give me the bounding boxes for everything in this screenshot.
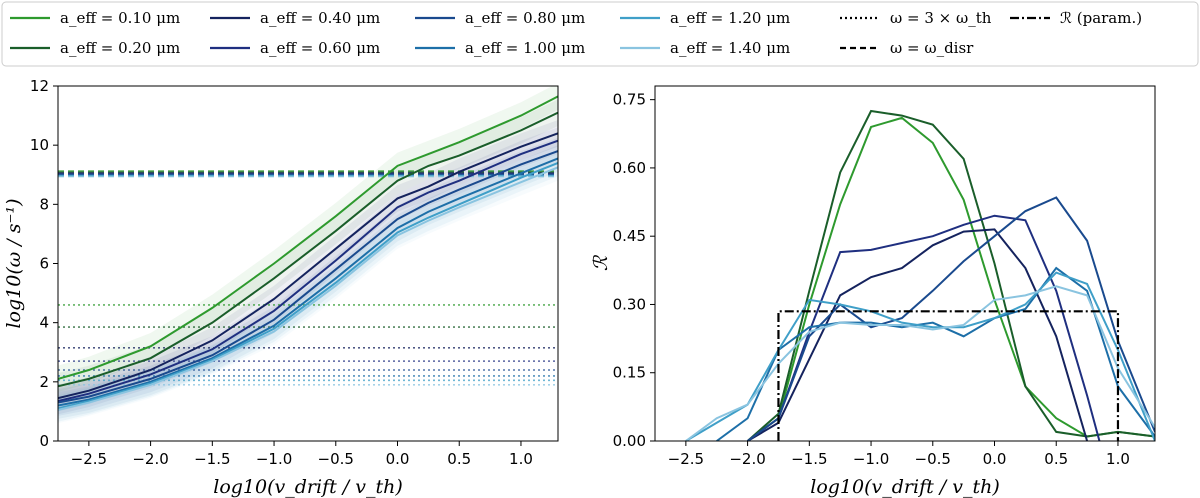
plot-area (58, 86, 558, 424)
y-tick-label: 0.60 (613, 159, 646, 177)
left-panel-omega: −2.5 −2.0 −1.5 −1.0 −0.5 0.0 0.5 1.0 0 2 4 6 8 10 12 lo… (3, 77, 559, 498)
series-line (685, 271, 1155, 441)
series-line (58, 166, 558, 411)
series-band (58, 145, 558, 419)
series-band (58, 120, 558, 412)
x-axis-label: log10(v_drift / v_th) (810, 476, 1000, 498)
y-tick-label: 4 (39, 314, 49, 332)
series-line (58, 132, 558, 400)
legend: a_eff = 0.10 μm a_eff = 0.20 μm a_eff = 0.… (1, 1, 1199, 67)
legend-label: a_eff = 1.40 μm (670, 39, 790, 57)
y-tick-label: 6 (39, 255, 49, 273)
y-axis-label: log10(ω / s⁻¹) (3, 198, 25, 328)
series-line (58, 95, 558, 380)
legend-label: ω = 3 × ω_th (890, 9, 992, 27)
y-tick-label: 0 (39, 432, 49, 450)
x-tick-label: −1.0 (256, 450, 292, 468)
y-tick-label: 10 (30, 136, 49, 154)
x-axis-label: log10(v_drift / v_th) (213, 476, 403, 498)
x-tick-label: −0.5 (318, 450, 354, 468)
x-tick-label: −2.0 (729, 450, 765, 468)
series-line (746, 116, 1155, 441)
y-tick-label: 0.15 (613, 364, 646, 382)
plot-area (685, 109, 1155, 441)
series-line (716, 266, 1155, 441)
series-band (58, 86, 558, 393)
series-line (58, 157, 558, 407)
legend-label: ω = ω_disr (890, 39, 974, 57)
legend-label: a_eff = 1.00 μm (465, 39, 585, 57)
series-line (58, 161, 558, 410)
x-tick-label: 1.0 (509, 450, 533, 468)
series-band (58, 99, 558, 400)
x-tick-label: 0.5 (447, 450, 471, 468)
y-tick-label: 0.75 (613, 91, 646, 109)
series-line (58, 111, 558, 388)
y-tick-label: 0.00 (613, 432, 646, 450)
right-panel-ratio: −2.5 −2.0 −1.5 −1.0 −0.5 0.0 0.5 1.0 0.00 0.15 0.3… (590, 85, 1156, 498)
series-line (58, 139, 558, 403)
series-line (747, 228, 1089, 441)
x-tick-label: 1.0 (1106, 450, 1130, 468)
x-tick-label: −1.5 (194, 450, 230, 468)
legend-frame (1, 1, 1199, 67)
x-tick-label: −1.0 (853, 450, 889, 468)
axes-frame (654, 85, 1156, 442)
series-line (58, 150, 558, 404)
legend-label: a_eff = 1.20 μm (670, 9, 790, 27)
y-tick-label: 0.45 (613, 227, 646, 245)
x-tick-label: −2.5 (668, 450, 704, 468)
x-tick-label: 0.5 (1044, 450, 1068, 468)
x-tick-label: −2.5 (71, 450, 107, 468)
series-line (746, 196, 1155, 441)
legend-label: a_eff = 0.10 μm (60, 9, 180, 27)
x-tick-label: −1.5 (791, 450, 827, 468)
x-tick-label: 0.0 (983, 450, 1007, 468)
legend-label: a_eff = 0.40 μm (260, 9, 380, 27)
series-band (58, 137, 558, 416)
y-axis-label: ℛ (590, 254, 612, 271)
y-tick-label: 12 (30, 77, 49, 95)
x-tick-label: 0.0 (386, 450, 410, 468)
y-tick-label: 0.30 (613, 295, 646, 313)
legend-label: a_eff = 0.60 μm (260, 39, 380, 57)
x-tick-label: −2.0 (132, 450, 168, 468)
y-tick-label: 2 (39, 373, 49, 391)
series-band (58, 154, 558, 424)
legend-label: a_eff = 0.20 μm (60, 39, 180, 57)
y-tick-label: 8 (39, 195, 49, 213)
series-line (685, 285, 1155, 441)
x-tick-label: −0.5 (915, 450, 951, 468)
legend-label: ℛ (param.) (1060, 9, 1142, 27)
series-line (746, 109, 1155, 441)
param-line (777, 310, 1120, 441)
legend-label: a_eff = 0.80 μm (465, 9, 585, 27)
